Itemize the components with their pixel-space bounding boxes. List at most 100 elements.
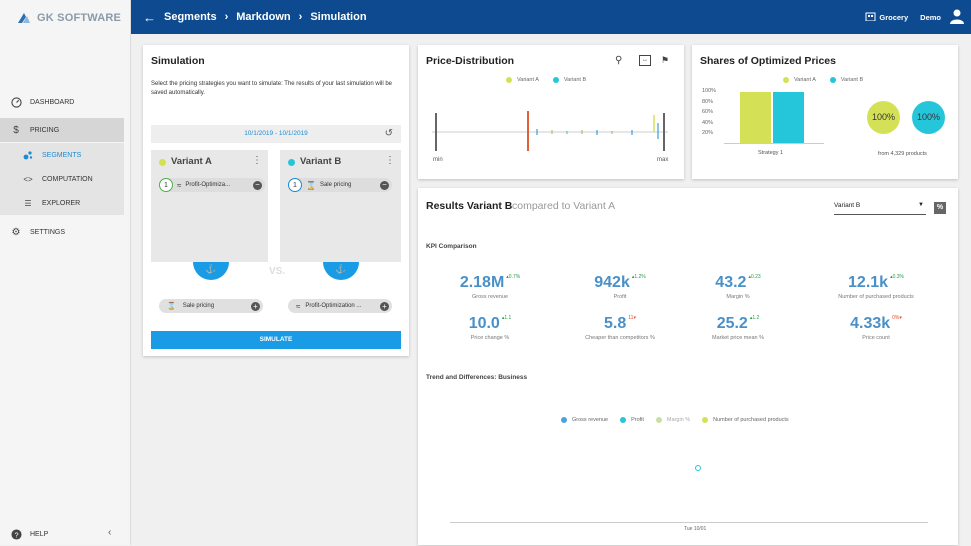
legend-variant-b[interactable]: Variant B: [552, 77, 586, 83]
search-icon[interactable]: ⚲: [615, 55, 623, 66]
segments-icon: [22, 149, 34, 161]
legend-variant-a[interactable]: Variant A: [506, 77, 539, 83]
kpi-market-price-mean: 25.2 ▴1.2 Market price mean %: [712, 315, 764, 341]
flag-icon[interactable]: ⚑: [661, 55, 670, 65]
y-tick: 100%: [702, 88, 717, 94]
y-tick: 60%: [702, 109, 714, 115]
collapse-sidebar-icon[interactable]: ‹: [108, 527, 112, 538]
speedometer-icon: [10, 96, 22, 108]
legend-profit[interactable]: Profit: [620, 417, 644, 423]
add-icon[interactable]: +: [380, 301, 389, 311]
y-tick: 20%: [702, 130, 714, 136]
bar-variant-b: [773, 92, 804, 143]
more-menu-icon[interactable]: ⋮: [385, 155, 395, 166]
brand-name: GK SOFTWARE: [37, 12, 122, 24]
legend-purchased-products[interactable]: Number of purchased products: [702, 417, 789, 423]
kpi-profit: 942k ▴1.2% Profit: [594, 274, 646, 300]
percent-toggle-button[interactable]: %: [934, 202, 946, 214]
kpi-gross-revenue: 2.18M ▴0.7% Gross revenue: [459, 274, 521, 300]
results-subtitle: compared to Variant A: [512, 200, 616, 212]
svg-text:?: ?: [14, 530, 18, 539]
variant-b-panel: Variant B ⋮ 1 ⌛ Sale pricing −: [280, 150, 401, 262]
strategy-name: Sale pricing: [182, 303, 215, 309]
trend-x-axis: [450, 522, 928, 523]
chevron-down-icon: ▼: [918, 202, 924, 208]
crumb-markdown[interactable]: Markdown: [236, 11, 291, 23]
legend-margin[interactable]: Margin %: [655, 417, 690, 423]
sidebar-item-explorer[interactable]: ☰ EXPLORER: [0, 191, 124, 215]
sidebar-item-label: DASHBOARD: [30, 98, 75, 106]
remove-icon[interactable]: −: [253, 180, 262, 190]
strategy-name: Profit-Optimiza...: [185, 182, 231, 188]
sidebar: GK SOFTWARE DASHBOARD $ PRICING SEGMENTS…: [0, 0, 131, 545]
kpi-purchased-products: 12.1k ▴0.3% Number of purchased products: [838, 274, 914, 300]
variant-a-available-chip[interactable]: ⌛ Sale pricing +: [159, 299, 263, 313]
vs-label: VS.: [269, 266, 286, 277]
remove-icon[interactable]: −: [380, 180, 389, 190]
sidebar-item-dashboard[interactable]: DASHBOARD: [0, 90, 124, 114]
sidebar-item-settings[interactable]: ⚙ SETTINGS: [0, 220, 124, 244]
simulate-button[interactable]: SIMULATE: [151, 331, 401, 349]
code-icon: <>: [23, 174, 33, 184]
trend-icon: ≈: [177, 180, 182, 190]
compare-select-value: Variant B: [834, 202, 861, 209]
legend-gross-revenue[interactable]: Gross revenue: [561, 417, 608, 423]
sidebar-item-help[interactable]: ? HELP: [0, 522, 124, 546]
user-avatar-icon[interactable]: [949, 8, 965, 26]
trend-section-title: Trend and Differences: Business: [426, 374, 528, 381]
gk-logo-icon: [18, 13, 30, 23]
gear-icon: ⚙: [11, 226, 21, 238]
legend-variant-b[interactable]: Variant B: [829, 77, 863, 83]
strategy-name: Sale pricing: [319, 182, 352, 188]
legend-variant-a[interactable]: Variant A: [783, 77, 816, 83]
sidebar-item-label: COMPUTATION: [42, 175, 93, 183]
shares-footnote: from 4,329 products: [878, 151, 927, 157]
simulation-title: Simulation: [151, 55, 205, 67]
crumb-simulation: Simulation: [310, 11, 367, 23]
more-menu-icon[interactable]: ⋮: [252, 155, 262, 166]
date-range-value: 10/1/2019 - 10/1/2019: [244, 130, 308, 137]
list-icon: ☰: [24, 198, 32, 208]
kpi-price-change: 10.0 ▴1.1 Price change %: [468, 315, 512, 341]
sidebar-item-segments[interactable]: SEGMENTS: [0, 143, 124, 167]
date-range-picker[interactable]: 10/1/2019 - 10/1/2019 ↺: [151, 125, 401, 143]
trend-data-point[interactable]: [695, 465, 701, 471]
variant-b-available-chip[interactable]: ≈ Profit-Optimization ... +: [288, 299, 392, 313]
variant-b-dot: [288, 159, 295, 166]
kpi-price-count: 4.33k 0%▾ Price count: [850, 315, 902, 341]
trophy-a-icon[interactable]: ⚓: [193, 262, 229, 280]
shares-title: Shares of Optimized Prices: [700, 55, 836, 67]
compare-select[interactable]: Variant B ▼: [834, 202, 926, 215]
hourglass-icon: ⌛: [167, 303, 176, 310]
variant-b-strategy-chip[interactable]: 1 ⌛ Sale pricing −: [288, 178, 392, 192]
y-tick: 80%: [702, 98, 714, 105]
kpi-section-title: KPI Comparison: [426, 243, 477, 250]
sidebar-item-pricing[interactable]: $ PRICING: [0, 118, 124, 142]
history-icon[interactable]: ↺: [384, 128, 393, 139]
rank-badge: 1: [288, 178, 302, 192]
top-bar: ← Segments › Markdown › Simulation Groce…: [131, 0, 971, 34]
back-arrow-icon[interactable]: ←: [143, 9, 156, 25]
dollar-icon: $: [13, 124, 19, 136]
max-label: max: [657, 157, 669, 163]
bar-variant-a: [740, 92, 771, 143]
rank-badge: 1: [159, 178, 173, 192]
fit-width-icon[interactable]: ↔: [639, 55, 651, 66]
user-name[interactable]: Demo: [920, 12, 941, 22]
variant-a-share-circle: 100%: [867, 101, 900, 134]
variant-a-strategy-chip[interactable]: 1 ≈ Profit-Optimiza... −: [159, 178, 265, 192]
hourglass-icon: ⌛: [306, 180, 316, 190]
sidebar-item-computation[interactable]: <> COMPUTATION: [0, 167, 124, 191]
sidebar-item-label: EXPLORER: [42, 199, 81, 207]
store-selector[interactable]: Grocery: [879, 12, 909, 22]
sidebar-item-label: SEGMENTS: [42, 151, 82, 159]
shares-card: Shares of Optimized Prices Variant A Var…: [692, 45, 958, 179]
crumb-segments[interactable]: Segments: [164, 11, 217, 23]
chevron-right-icon: ›: [224, 11, 229, 23]
trophy-b-icon[interactable]: ⚓: [323, 262, 359, 280]
price-distribution-plot: [432, 111, 668, 151]
variant-a-panel: Variant A ⋮ 1 ≈ Profit-Optimiza... −: [151, 150, 268, 262]
min-label: min: [433, 157, 443, 163]
kpi-cheaper-than-competitors: 5.8 11▾ Cheaper than competitors %: [585, 315, 655, 341]
add-icon[interactable]: +: [251, 301, 260, 311]
